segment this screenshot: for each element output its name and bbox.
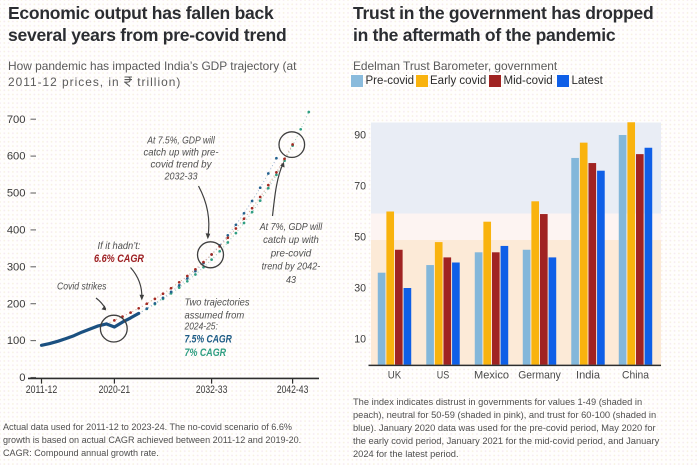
svg-text:2032-33: 2032-33 bbox=[196, 384, 228, 396]
svg-text:assumed from: assumed from bbox=[185, 311, 245, 322]
svg-text:UK: UK bbox=[388, 370, 402, 382]
svg-text:trend by 2042-: trend by 2042- bbox=[262, 262, 321, 273]
svg-text:300: 300 bbox=[7, 261, 26, 273]
svg-text:0: 0 bbox=[19, 372, 25, 384]
svg-text:At 7.5%, GDP will: At 7.5%, GDP will bbox=[146, 136, 215, 147]
svg-text:43: 43 bbox=[286, 275, 296, 286]
svg-text:10: 10 bbox=[354, 334, 366, 346]
svg-text:100: 100 bbox=[7, 335, 26, 347]
svg-text:Covid strikes: Covid strikes bbox=[57, 282, 107, 293]
svg-text:pre-covid: pre-covid bbox=[270, 248, 313, 259]
svg-text:90: 90 bbox=[354, 130, 366, 142]
svg-text:2024-25:: 2024-25: bbox=[184, 322, 218, 333]
svg-text:Mexico: Mexico bbox=[474, 370, 509, 382]
svg-text:China: China bbox=[622, 370, 650, 382]
svg-text:70: 70 bbox=[354, 181, 366, 193]
svg-text:covid trend by: covid trend by bbox=[151, 160, 213, 171]
svg-text:50: 50 bbox=[354, 232, 366, 244]
svg-text:7% CAGR: 7% CAGR bbox=[185, 347, 227, 359]
svg-text:700: 700 bbox=[7, 114, 26, 126]
svg-text:catch up with: catch up with bbox=[263, 235, 319, 246]
svg-text:200: 200 bbox=[7, 298, 26, 310]
svg-text:India: India bbox=[576, 370, 601, 382]
svg-text:7.5% CAGR: 7.5% CAGR bbox=[185, 334, 232, 346]
svg-text:2020-21: 2020-21 bbox=[99, 384, 131, 396]
svg-text:2032-33: 2032-33 bbox=[164, 172, 198, 183]
svg-text:400: 400 bbox=[7, 225, 26, 237]
svg-text:30: 30 bbox=[354, 283, 366, 295]
svg-text:2042-43: 2042-43 bbox=[277, 384, 309, 396]
svg-text:If it hadn’t:: If it hadn’t: bbox=[98, 241, 141, 252]
svg-text:Two trajectories: Two trajectories bbox=[185, 298, 250, 309]
svg-text:600: 600 bbox=[7, 151, 26, 163]
svg-text:500: 500 bbox=[7, 188, 26, 200]
svg-text:2011-12: 2011-12 bbox=[26, 384, 58, 396]
svg-text:6.6% CAGR: 6.6% CAGR bbox=[94, 253, 144, 265]
svg-text:catch up with pre-: catch up with pre- bbox=[144, 148, 219, 159]
svg-text:At 7%, GDP will: At 7%, GDP will bbox=[259, 222, 323, 233]
svg-text:US: US bbox=[437, 370, 450, 382]
svg-text:Germany: Germany bbox=[518, 370, 561, 382]
